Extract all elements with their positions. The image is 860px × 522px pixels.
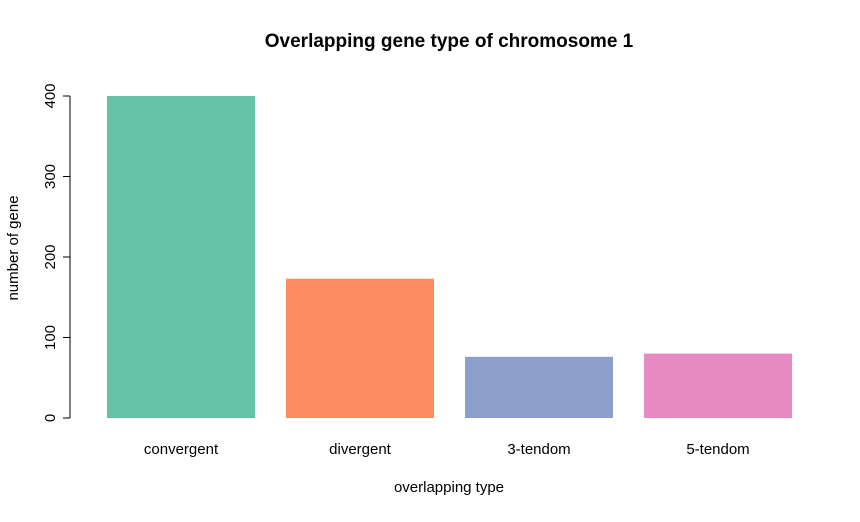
y-axis: 0 100 200 300 400 (42, 83, 71, 422)
y-tick-label: 100 (42, 325, 59, 350)
y-tick-label: 300 (42, 164, 59, 189)
bar (286, 278, 434, 418)
x-tick-label: divergent (329, 441, 392, 458)
chart-title: Overlapping gene type of chromosome 1 (265, 31, 634, 52)
bar-group (107, 96, 792, 418)
bar (107, 96, 255, 418)
x-axis-title: overlapping type (394, 479, 504, 496)
x-tick-label: convergent (144, 441, 219, 458)
y-tick-label: 200 (42, 244, 59, 269)
bar (644, 353, 792, 418)
x-tick-label: 5-tendom (686, 441, 749, 458)
bar (465, 356, 613, 418)
y-axis-title: number of gene (5, 195, 22, 300)
y-tick-label: 400 (42, 83, 59, 108)
y-tick-label: 0 (42, 414, 59, 422)
x-axis-labels: convergent divergent 3-tendom 5-tendom (144, 441, 750, 458)
x-tick-label: 3-tendom (507, 441, 570, 458)
